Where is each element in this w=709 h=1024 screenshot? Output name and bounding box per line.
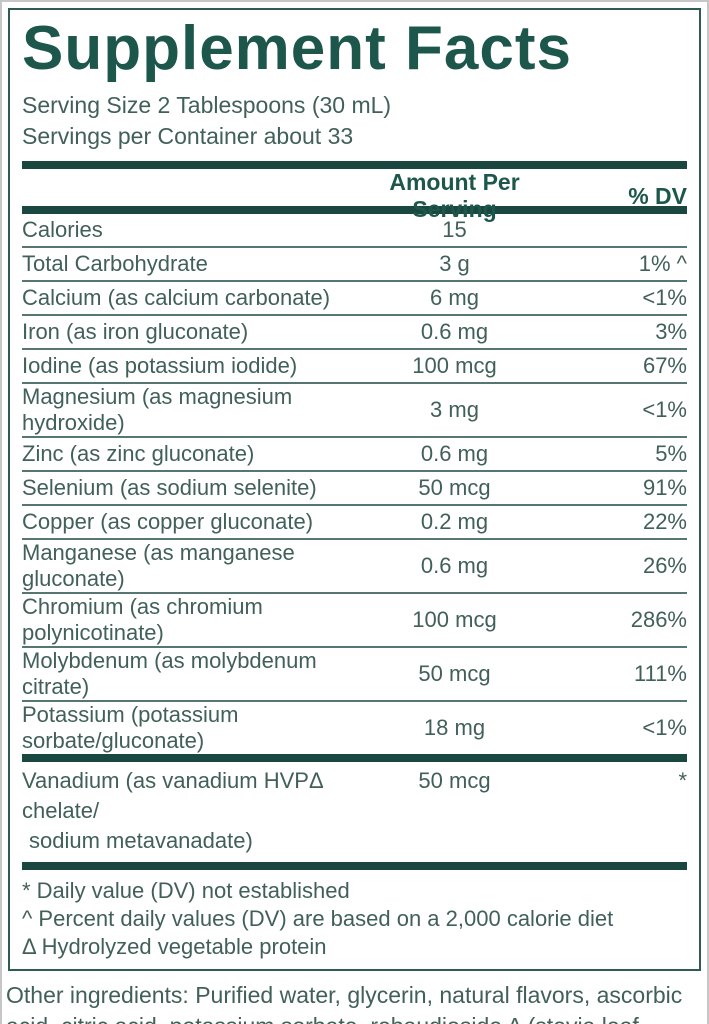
footnote: ^ Percent daily values (DV) are based on… [22,906,614,931]
nutrient-dv: 3% [655,319,687,344]
table-row: Zinc (as zinc gluconate) 0.6 mg 5% [22,438,687,472]
footnote: Δ Hydrolyzed vegetable protein [22,934,327,959]
nutrient-name: Magnesium (as magnesium hydroxide) [22,384,293,435]
supplement-facts-panel: Supplement Facts Serving Size 2 Tablespo… [8,8,701,971]
nutrient-dv: 22% [642,509,687,534]
nutrient-amount: 0.6 mg [420,553,489,578]
nutrient-amount: 3 g [439,251,470,276]
nutrient-amount: 0.6 mg [420,319,489,344]
table-row: Chromium (as chromium polynicotinate) 10… [22,594,687,648]
divider-bar-header [22,206,687,214]
nutrient-dv: <1% [642,285,687,310]
nutrient-amount: 50 mcg [418,661,491,686]
nutrient-name: Calories [22,217,103,242]
nutrient-dv: 91% [642,475,687,500]
nutrient-name: Zinc (as zinc gluconate) [22,441,255,466]
table-row: Copper (as copper gluconate) 0.2 mg 22% [22,506,687,540]
table-header-row: Amount Per Serving % DV [22,169,687,222]
table-row: Calories 15 [22,214,687,248]
nutrient-name: Iron (as iron gluconate) [22,319,249,344]
footnotes: * Daily value (DV) not established ^ Perc… [22,870,687,961]
nutrient-dv: 5% [655,441,687,466]
table-row: Calcium (as calcium carbonate) 6 mg <1% [22,282,687,316]
nutrient-name-line2: sodium metavanadate) [29,828,253,853]
page-title: Supplement Facts [22,14,572,83]
nutrient-name: Molybdenum (as molybdenum citrate) [22,648,317,699]
nutrient-dv: <1% [642,397,687,422]
servings-per-container: Servings per Container about 33 [22,123,354,149]
nutrient-dv: 67% [642,353,687,378]
table-row: Selenium (as sodium selenite) 50 mcg 91% [22,472,687,506]
divider-bar-mid [22,754,687,762]
nutrient-dv: <1% [642,715,687,740]
nutrient-name: Chromium (as chromium polynicotinate) [22,594,263,645]
table-row: Iron (as iron gluconate) 0.6 mg 3% [22,316,687,350]
nutrient-amount: 50 mcg [418,475,491,500]
nutrient-name: Selenium (as sodium selenite) [22,475,317,500]
nutrient-name: Copper (as copper gluconate) [22,509,314,534]
table-row: Manganese (as manganese gluconate) 0.6 m… [22,540,687,594]
other-ingredients: Other ingredients: Purified water, glyce… [6,982,683,1024]
nutrient-amount: 50 mcg [418,768,491,793]
serving-size: Serving Size 2 Tablespoons (30 mL) [22,92,392,118]
table-row: Magnesium (as magnesium hydroxide) 3 mg … [22,384,687,438]
nutrient-amount: 18 mg [423,715,486,740]
nutrient-name-line1: Vanadium (as vanadium HVPΔ chelate/ [22,768,323,823]
nutrient-amount: 6 mg [430,285,479,310]
nutrient-amount: 15 [442,217,467,242]
table-row: Total Carbohydrate 3 g 1% ^ [22,248,687,282]
nutrient-amount: 3 mg [430,397,479,422]
nutrient-dv: 111% [633,661,687,686]
nutrient-dv: 26% [642,553,687,578]
nutrient-dv: * [678,768,687,793]
table-row: Molybdenum (as molybdenum citrate) 50 mc… [22,648,687,702]
nutrient-amount: 0.6 mg [420,441,489,466]
col-header-amount: Amount Per Serving [389,169,520,222]
nutrient-amount: 100 mcg [412,353,497,378]
nutrient-name: Total Carbohydrate [22,251,208,276]
nutrient-name: Vanadium (as vanadium HVPΔ chelate/ sodi… [22,766,362,856]
divider-bar-top [22,161,687,169]
nutrient-amount: 0.2 mg [420,509,489,534]
nutrient-amount: 100 mcg [412,607,497,632]
nutrient-dv: 1% ^ [638,251,687,276]
nutrient-name: Iodine (as potassium iodide) [22,353,298,378]
table-row: Potassium (potassium sorbate/gluconate) … [22,702,687,754]
footnote: * Daily value (DV) not established [22,878,350,903]
nutrient-name: Manganese (as manganese gluconate) [22,540,295,591]
nutrient-name: Potassium (potassium sorbate/gluconate) [22,702,239,753]
facts-rows: Calories 15 Total Carbohydrate 3 g 1% ^ … [22,214,687,754]
nutrient-dv: 286% [630,607,687,632]
nutrient-name: Calcium (as calcium carbonate) [22,285,331,310]
table-row-vanadium: Vanadium (as vanadium HVPΔ chelate/ sodi… [22,762,687,862]
table-row: Iodine (as potassium iodide) 100 mcg 67% [22,350,687,384]
divider-bar-bottom [22,862,687,870]
col-header-dv: % DV [628,182,687,209]
